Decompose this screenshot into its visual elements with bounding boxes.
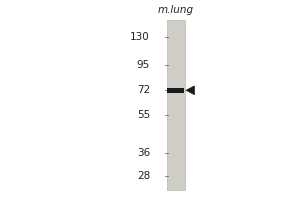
Text: 72: 72 <box>137 85 150 95</box>
Bar <box>167 20 184 190</box>
Text: m.lung: m.lung <box>158 5 194 15</box>
Text: 95: 95 <box>137 60 150 70</box>
Bar <box>167 88 184 93</box>
Text: 28: 28 <box>137 171 150 181</box>
Text: 36: 36 <box>137 148 150 158</box>
Text: 130: 130 <box>130 32 150 42</box>
Text: 55: 55 <box>137 110 150 120</box>
Polygon shape <box>186 86 194 95</box>
